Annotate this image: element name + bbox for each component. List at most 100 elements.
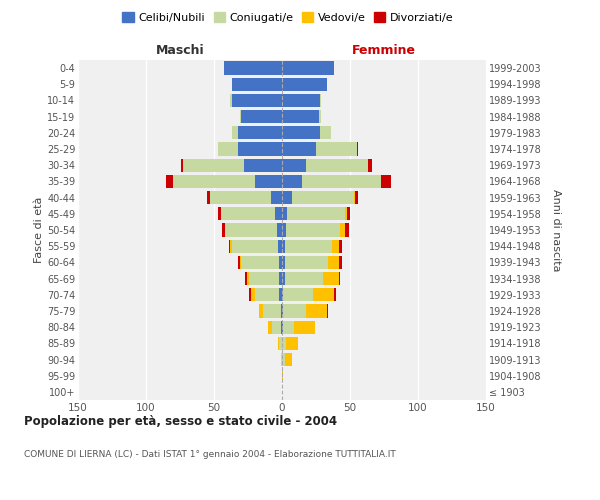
Bar xyxy=(283,288,313,302)
Bar xyxy=(232,78,282,91)
Bar xyxy=(247,272,250,285)
Bar xyxy=(272,320,281,334)
Bar xyxy=(281,304,282,318)
Bar xyxy=(339,256,342,269)
Bar xyxy=(302,175,381,188)
Bar xyxy=(281,353,282,366)
Bar xyxy=(282,256,285,269)
Bar xyxy=(251,288,255,302)
Bar xyxy=(210,191,271,204)
Bar xyxy=(241,110,282,124)
Bar xyxy=(281,320,282,334)
Bar xyxy=(238,142,282,156)
Bar xyxy=(320,94,322,107)
Bar xyxy=(282,353,285,366)
Bar xyxy=(285,240,332,253)
Bar xyxy=(344,207,347,220)
Bar xyxy=(283,320,294,334)
Bar xyxy=(282,240,285,253)
Bar xyxy=(339,272,340,285)
Bar xyxy=(218,142,238,156)
Bar xyxy=(241,256,279,269)
Bar xyxy=(339,240,342,253)
Bar xyxy=(381,175,391,188)
Bar xyxy=(368,158,372,172)
Bar xyxy=(250,288,251,302)
Legend: Celibi/Nubili, Coniugati/e, Vedovi/e, Divorziati/e: Celibi/Nubili, Coniugati/e, Vedovi/e, Di… xyxy=(118,8,458,28)
Bar xyxy=(287,207,344,220)
Bar xyxy=(319,110,322,124)
Text: Femmine: Femmine xyxy=(352,44,416,58)
Bar xyxy=(229,240,230,253)
Bar xyxy=(282,110,319,124)
Bar xyxy=(282,272,285,285)
Bar xyxy=(221,207,275,220)
Bar xyxy=(278,240,282,253)
Bar xyxy=(250,272,279,285)
Bar xyxy=(245,272,247,285)
Bar xyxy=(282,320,283,334)
Text: Maschi: Maschi xyxy=(155,44,205,58)
Bar xyxy=(294,320,314,334)
Bar xyxy=(292,191,354,204)
Bar xyxy=(327,304,328,318)
Bar xyxy=(277,224,282,236)
Bar xyxy=(279,336,282,350)
Bar xyxy=(259,304,263,318)
Bar xyxy=(286,336,298,350)
Bar xyxy=(282,94,320,107)
Bar xyxy=(268,320,272,334)
Bar xyxy=(173,175,255,188)
Bar xyxy=(334,288,337,302)
Bar xyxy=(230,94,232,107)
Bar xyxy=(282,304,283,318)
Bar xyxy=(279,288,282,302)
Bar xyxy=(286,224,340,236)
Bar xyxy=(285,256,328,269)
Bar xyxy=(320,126,331,140)
Bar xyxy=(255,175,282,188)
Bar xyxy=(283,304,307,318)
Bar xyxy=(279,272,282,285)
Bar xyxy=(240,256,241,269)
Y-axis label: Anni di nascita: Anni di nascita xyxy=(551,188,561,271)
Bar xyxy=(278,336,279,350)
Bar xyxy=(282,288,283,302)
Text: Popolazione per età, sesso e stato civile - 2004: Popolazione per età, sesso e stato civil… xyxy=(24,415,337,428)
Bar xyxy=(279,256,282,269)
Bar xyxy=(275,207,282,220)
Bar xyxy=(282,191,292,204)
Bar xyxy=(166,175,173,188)
Bar xyxy=(225,224,277,236)
Bar xyxy=(282,175,302,188)
Bar xyxy=(263,304,281,318)
Bar xyxy=(271,191,282,204)
Bar xyxy=(313,288,334,302)
Text: COMUNE DI LIERNA (LC) - Dati ISTAT 1° gennaio 2004 - Elaborazione TUTTITALIA.IT: COMUNE DI LIERNA (LC) - Dati ISTAT 1° ge… xyxy=(24,450,396,459)
Bar xyxy=(224,62,282,74)
Bar xyxy=(255,288,279,302)
Bar xyxy=(285,353,292,366)
Bar xyxy=(282,207,287,220)
Bar xyxy=(285,272,323,285)
Bar xyxy=(282,336,286,350)
Bar xyxy=(207,191,210,204)
Bar xyxy=(282,224,286,236)
Bar xyxy=(282,78,327,91)
Bar xyxy=(230,240,232,253)
Bar xyxy=(282,158,307,172)
Bar xyxy=(240,110,241,124)
Bar xyxy=(282,369,283,382)
Bar xyxy=(238,126,282,140)
Bar xyxy=(183,158,244,172)
Bar xyxy=(307,304,327,318)
Bar xyxy=(181,158,183,172)
Bar xyxy=(282,126,320,140)
Bar xyxy=(232,126,238,140)
Bar xyxy=(332,240,339,253)
Bar xyxy=(347,207,350,220)
Bar xyxy=(328,256,339,269)
Bar xyxy=(222,224,225,236)
Bar xyxy=(316,142,357,156)
Bar xyxy=(357,142,358,156)
